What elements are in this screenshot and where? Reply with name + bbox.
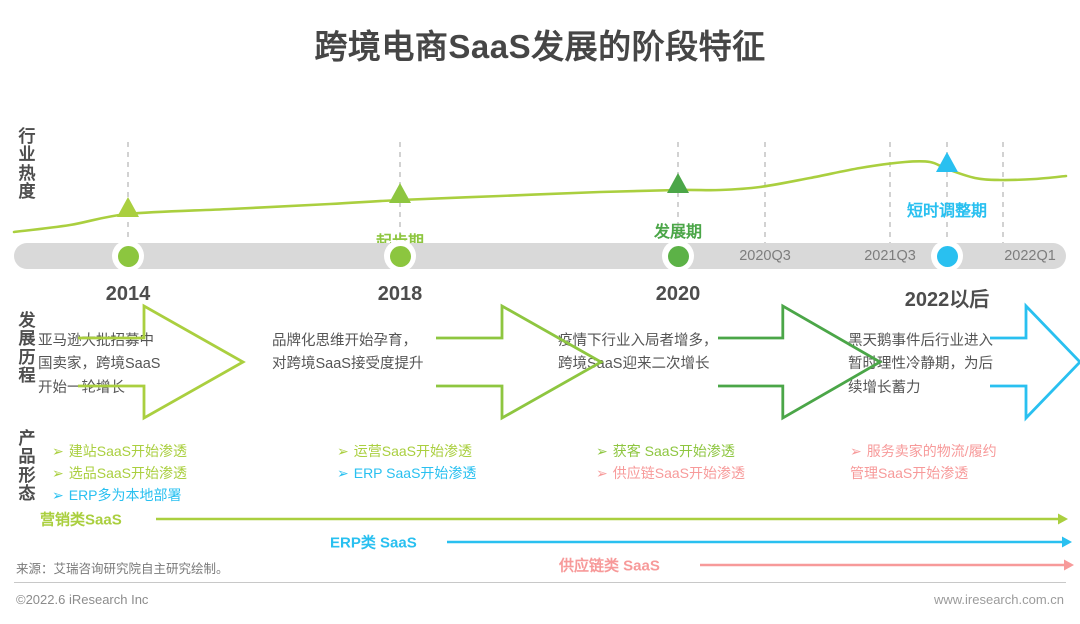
timeline-quarter-label: 2021Q3	[864, 248, 916, 264]
bullet-arrow-icon: ➢	[337, 443, 349, 459]
row-label-industry-heat-text: 行业热度	[18, 127, 36, 202]
page-title: 跨境电商SaaS发展的阶段特征	[314, 28, 766, 65]
industry-heat-line-chart	[12, 142, 1068, 258]
product-bullet-item: ➢ 服务卖家的物流/履约 管理SaaS开始渗透	[850, 440, 997, 484]
product-bullet-text: 运营SaaS开始渗透	[353, 443, 472, 459]
timeline-quarter-label: 2022Q1	[1004, 248, 1056, 264]
category-arrow-head-icon	[1058, 513, 1068, 525]
product-bullet-item: ➢ 获客 SaaS开始渗透	[596, 440, 745, 462]
category-arrow-label: 供应链类 SaaS	[559, 557, 660, 575]
product-bullet-text: 服务卖家的物流/履约 管理SaaS开始渗透	[850, 443, 997, 482]
product-bullet-item: ➢ 运营SaaS开始渗透	[337, 440, 476, 462]
bullet-arrow-icon: ➢	[52, 465, 64, 482]
timeline-dot-fill	[667, 245, 689, 267]
stage-label: 发展期	[653, 224, 703, 241]
timeline-bar: 2020Q3 2021Q3 2022Q1	[14, 240, 1066, 272]
product-bullet-text: ERP SaaS开始渗透	[353, 465, 477, 482]
row-label-development-history-text: 发展历程	[18, 311, 36, 386]
category-arrow-label: 营销类SaaS	[40, 511, 122, 529]
history-year-label: 2018	[377, 283, 423, 305]
heat-marker-triangle	[117, 197, 139, 217]
category-arrow-head-icon	[1064, 559, 1074, 571]
timeline-milestone-dot[interactable]	[112, 240, 144, 272]
timeline-dot-fill	[389, 245, 411, 267]
heat-marker-triangle	[667, 173, 689, 193]
bullet-arrow-icon: ➢	[52, 443, 64, 459]
bullet-arrow-icon: ➢	[52, 487, 64, 504]
product-bullet-column: ➢ 建站SaaS开始渗透 ➢ 选品SaaS开始渗透 ➢ ERP多为本地部署	[52, 440, 187, 506]
product-bullet-text: 供应链SaaS开始渗透	[612, 465, 745, 482]
history-description-text: 品牌化思维开始孕育， 对跨境SaaS接受度提升	[272, 333, 424, 373]
row-label-product-form: 产品形态	[12, 429, 42, 504]
product-bullet-column: ➢ 获客 SaaS开始渗透 ➢ 供应链SaaS开始渗透	[596, 440, 745, 484]
category-arrow-head-icon	[1062, 536, 1072, 548]
category-arrow-label: ERP类 SaaS	[330, 534, 417, 552]
product-bullet-column: ➢ 服务卖家的物流/履约 管理SaaS开始渗透	[850, 440, 997, 484]
bullet-arrow-icon: ➢	[337, 465, 349, 482]
bullet-arrow-icon: ➢	[850, 443, 862, 459]
product-bullet-column: ➢ 运营SaaS开始渗透 ➢ ERP SaaS开始渗透	[337, 440, 476, 484]
bullet-arrow-icon: ➢	[596, 465, 608, 482]
heat-marker-triangle	[936, 152, 958, 172]
history-year-label: 2020	[655, 283, 701, 305]
source-note: 来源：艾瑞咨询研究院自主研究绘制。	[16, 562, 229, 576]
product-bullet-text: 建站SaaS开始渗透	[68, 443, 187, 459]
product-bullet-text: ERP多为本地部署	[68, 487, 182, 504]
product-bullet-item: ➢ ERP多为本地部署	[52, 484, 187, 506]
row-label-industry-heat: 行业热度	[12, 127, 42, 202]
stage-label: 短时调整期	[906, 203, 988, 220]
product-bullet-text: 选品SaaS开始渗透	[68, 465, 187, 482]
product-bullet-item: ➢ 选品SaaS开始渗透	[52, 462, 187, 484]
product-bullet-item: ➢ 建站SaaS开始渗透	[52, 440, 187, 462]
timeline-dot-fill	[936, 245, 958, 267]
heat-curve-line	[12, 159, 1068, 234]
heat-marker-triangle	[389, 183, 411, 203]
history-description-text: 亚马逊大批招募中 国卖家，跨境SaaS 开始一轮增长	[38, 333, 161, 396]
timeline-milestone-dot[interactable]	[384, 240, 416, 272]
history-description-text: 黑天鹅事件后行业进入 暂时理性冷静期，为后 续增长蓄力	[848, 333, 993, 396]
history-year-label: 2014	[105, 283, 151, 305]
row-label-development-history: 发展历程	[12, 311, 42, 386]
product-bullet-item: ➢ ERP SaaS开始渗透	[337, 462, 476, 484]
bullet-arrow-icon: ➢	[596, 443, 608, 459]
timeline-milestone-dot[interactable]	[931, 240, 963, 272]
website-url: www.iresearch.com.cn	[933, 592, 1064, 607]
history-description-text: 疫情下行业入局者增多， 跨境SaaS迎来二次增长	[558, 333, 718, 373]
product-bullet-text: 获客 SaaS开始渗透	[612, 443, 735, 459]
timeline-milestone-dot[interactable]	[662, 240, 694, 272]
timeline-dot-fill	[117, 245, 139, 267]
product-bullet-item: ➢ 供应链SaaS开始渗透	[596, 462, 745, 484]
history-phase-arrow	[990, 302, 1080, 422]
footer-divider	[14, 582, 1066, 583]
copyright-text: ©2022.6 iResearch Inc	[16, 592, 149, 607]
row-label-product-form-text: 产品形态	[18, 429, 36, 504]
timeline-quarter-label: 2020Q3	[739, 248, 791, 264]
history-year-label: 2022以后	[904, 289, 990, 311]
